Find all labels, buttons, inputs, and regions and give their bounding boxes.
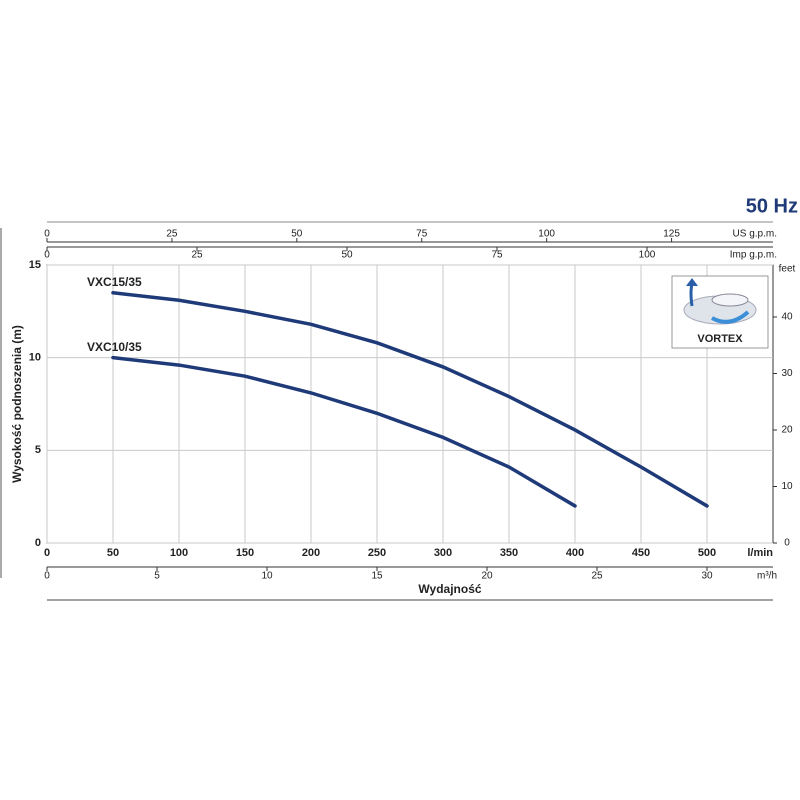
axis-tick-label: 0 <box>44 250 50 261</box>
axis-tick-label: 50 <box>341 250 353 261</box>
x-tick-label: 300 <box>434 547 452 559</box>
plot: 0 50 100 150 200 250 300 350 400 450 500 l/min05101… <box>29 259 796 559</box>
axis-tick-label: 75 <box>491 250 503 261</box>
y2-tick-label: 0 <box>784 538 790 549</box>
curve <box>111 291 709 508</box>
chart-title: 50 Hz <box>746 195 798 217</box>
x-axis-title: Wydajność <box>418 582 481 596</box>
y-axis-title: Wysokość podnoszenia (m) <box>10 325 24 483</box>
pump-icon <box>711 293 749 307</box>
axis-tick-label: 125 <box>663 229 680 240</box>
axis-tick-label: 15 <box>371 571 383 582</box>
axis-tick-label: 100 <box>538 229 555 240</box>
series-label: VXC10/35 <box>87 340 142 354</box>
y-tick-label: 0 <box>35 537 41 549</box>
axis-tick-label: 100 <box>639 250 656 261</box>
x-tick-label: 100 <box>170 547 188 559</box>
plot-area <box>46 264 774 544</box>
axis-tick-label: 0 <box>44 571 50 582</box>
y2-tick-label: 10 <box>781 481 793 492</box>
x-unit: l/min <box>747 547 773 559</box>
x-tick-label: 200 <box>302 547 320 559</box>
axis-tick-label: 0 <box>44 229 50 240</box>
y2-unit: feet <box>779 264 796 275</box>
y2-tick-label: 40 <box>781 312 793 323</box>
inset-label: VORTEX <box>697 333 743 345</box>
axis-tick-label: 75 <box>416 229 428 240</box>
axis-tick-label: 10 <box>261 571 273 582</box>
axis-tick-label: 25 <box>191 250 203 261</box>
y-tick-label: 5 <box>35 444 41 456</box>
axis-tick-label: 25 <box>591 571 603 582</box>
y2-tick-label: 30 <box>781 368 793 379</box>
axis-tick-label: 30 <box>701 571 713 582</box>
x-tick-label: 50 <box>107 547 119 559</box>
flow-icon <box>686 278 698 286</box>
x-tick-label: 500 <box>698 547 716 559</box>
series-label: VXC15/35 <box>87 275 142 289</box>
x-tick-label: 400 <box>566 547 584 559</box>
y2-tick-label: 20 <box>781 425 793 436</box>
x-tick-label: 0 <box>44 547 50 559</box>
axis-tick-label: 20 <box>481 571 493 582</box>
axis-tick-label: 25 <box>166 229 178 240</box>
axis-unit: US g.p.m. <box>733 229 777 240</box>
x-tick-label: 450 <box>632 547 650 559</box>
x-tick-label: 250 <box>368 547 386 559</box>
axis-unit: m³/h <box>757 571 777 582</box>
axis-tick-label: 5 <box>154 571 160 582</box>
axis-tick-label: 50 <box>291 229 303 240</box>
flow-icon <box>689 283 694 307</box>
y-tick-label: 10 <box>29 352 41 364</box>
x-tick-label: 150 <box>236 547 254 559</box>
x-tick-label: 350 <box>500 547 518 559</box>
flow-icon <box>711 310 750 324</box>
curve <box>111 355 577 508</box>
axis-unit: Imp g.p.m. <box>730 250 777 261</box>
inset: VORTEX <box>671 275 769 349</box>
y-tick-label: 15 <box>29 259 41 271</box>
